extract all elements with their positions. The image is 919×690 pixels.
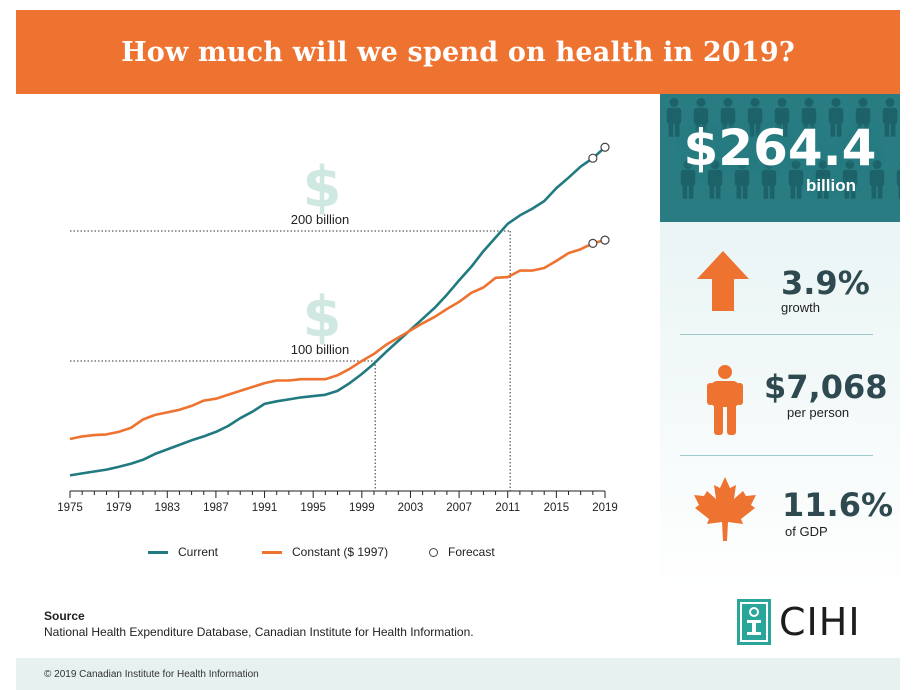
legend-item-forecast: Forecast: [429, 545, 495, 559]
forecast-point: [600, 235, 610, 245]
x-tick-label: 1975: [57, 502, 83, 514]
x-tick-label: 2015: [544, 502, 570, 514]
footer: © 2019 Canadian Institute for Health Inf…: [16, 658, 900, 690]
person-silhouette-icon: [707, 160, 723, 199]
person-silhouette-icon: [761, 160, 777, 199]
growth-value: 3.9%: [781, 264, 870, 302]
x-tick-label: 2011: [495, 502, 520, 514]
divider: [680, 455, 873, 456]
person-silhouette-icon: [896, 162, 900, 199]
reference-label: 100 billion: [291, 342, 350, 357]
growth-stat: 3.9%: [781, 266, 870, 300]
total-spending-value: $264.4: [683, 119, 877, 177]
gdp-caption: of GDP: [785, 524, 828, 539]
x-tick-label: 2003: [398, 502, 424, 514]
series-lines: [69, 146, 606, 477]
gdp-caption-wrap: of GDP: [785, 524, 828, 539]
source-note: Source National Health Expenditure Datab…: [44, 608, 474, 640]
cihi-logo[interactable]: CIHI: [737, 599, 861, 645]
stats-panel: $264.4 billion 3.9% growth $7,068 per pe…: [660, 94, 900, 590]
total-spending-box: $264.4 billion: [660, 94, 900, 222]
x-tick-label: 1995: [300, 502, 326, 514]
source-label: Source: [44, 609, 85, 623]
arrow-up-icon: [697, 251, 749, 311]
reference-lines: 100 billion$200 billion$: [70, 155, 511, 491]
person-silhouette-icon: [666, 98, 682, 137]
dollar-icon: $: [303, 285, 342, 350]
gdp-stat: 11.6%: [782, 488, 893, 522]
cihi-logo-icon: [737, 599, 771, 645]
person-silhouette-icon: [747, 98, 763, 137]
per-person-stat: $7,068: [764, 370, 887, 404]
maple-leaf-icon: [694, 477, 756, 541]
legend-label-constant: Constant ($ 1997): [292, 545, 389, 559]
forecast-point: [588, 153, 598, 163]
divider: [680, 334, 873, 335]
legend-swatch-constant: [262, 550, 282, 554]
growth-caption-wrap: growth: [781, 300, 820, 315]
dollar-icon: $: [303, 155, 342, 220]
legend-label-current: Current: [178, 545, 219, 559]
legend-item-constant: Constant ($ 1997): [262, 545, 388, 559]
x-tick-label: 1999: [349, 502, 375, 514]
x-axis: 1975 1979 1983 1987 1991 1995 1999 2003 2007 2011…: [57, 490, 618, 514]
source-text: National Health Expenditure Database, Ca…: [44, 625, 474, 639]
forecast-point: [588, 238, 598, 248]
person-silhouette-icon: [882, 98, 898, 137]
person-silhouette-icon: [855, 98, 871, 137]
growth-caption: growth: [781, 300, 821, 315]
person-silhouette-icon: [734, 160, 750, 199]
spending-line-chart: 100 billion$200 billion$ 1975 1979 1983 198…: [57, 142, 618, 514]
x-tick-label: 1987: [203, 502, 229, 514]
person-silhouette-icon: [815, 160, 831, 199]
legend-swatch-current: [148, 550, 168, 554]
x-tick-label: 1991: [252, 502, 278, 514]
person-silhouette-icon: [680, 160, 696, 199]
gdp-value: 11.6%: [782, 486, 894, 524]
series-line-current: [69, 146, 606, 477]
forecast-circle-icon: [429, 547, 438, 557]
person-silhouette-icon: [693, 98, 709, 137]
x-tick-label: 1983: [154, 502, 180, 514]
x-tick-label: 1979: [106, 502, 132, 514]
person-silhouette-icon: [774, 98, 790, 137]
person-silhouette-icon: [720, 98, 736, 137]
page-title: How much will we spend on health in 2019…: [121, 36, 795, 68]
legend-label-forecast: Forecast: [448, 545, 495, 559]
copyright-text: © 2019 Canadian Institute for Health Inf…: [44, 668, 259, 680]
cihi-logo-text: CIHI: [779, 600, 861, 644]
legend-item-current: Current: [148, 545, 218, 559]
total-spending-unit: billion: [805, 176, 856, 195]
person-silhouette-icon: [788, 160, 804, 199]
person-silhouette-icon: [828, 98, 844, 137]
forecast-point: [600, 142, 610, 152]
person-silhouette-icon: [869, 160, 885, 199]
series-line-constant: [69, 238, 606, 441]
person-silhouette-icon: [801, 98, 817, 137]
x-tick-label: 2007: [446, 502, 472, 514]
per-person-value: $7,068: [764, 368, 888, 406]
per-person-caption-wrap: per person: [787, 405, 849, 420]
title-banner: How much will we spend on health in 2019…: [16, 10, 900, 94]
reference-label: 200 billion: [291, 212, 350, 227]
x-tick-label: 2019: [592, 502, 618, 514]
person-silhouette-icon: [842, 160, 858, 199]
crowd-icon: [666, 98, 900, 199]
person-icon: [707, 365, 743, 435]
per-person-caption: per person: [787, 405, 850, 420]
forecast-markers: [588, 142, 610, 248]
